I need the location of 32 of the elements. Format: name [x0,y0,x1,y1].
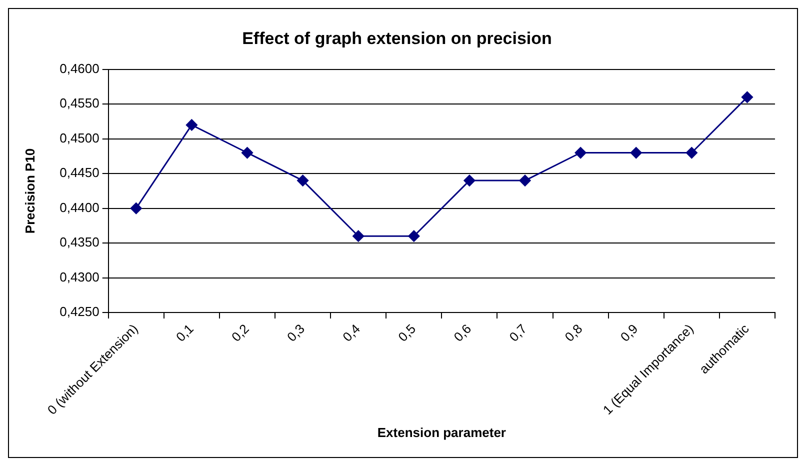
y-tick-label: 0,4350 [60,234,100,250]
point [186,119,198,131]
x-tick-label: 0,2 [228,321,252,344]
chart-title: Effect of graph extension on precision [242,28,552,48]
y-tick-label: 0,4300 [60,269,100,284]
point [408,230,420,242]
point [741,91,753,103]
point [352,230,364,242]
x-tick-label: 0,1 [172,321,196,344]
point [130,202,142,214]
x-tick-label: 0,5 [395,321,419,344]
x-tick-label: 0,3 [284,321,308,344]
x-tick-label: 0,7 [506,321,530,344]
x-tick-label: 0,8 [562,321,586,344]
x-axis-title: Extension parameter [377,424,506,440]
x-tick-label: 0,9 [617,321,641,344]
y-tick-label: 0,4450 [60,165,100,180]
y-tick-label: 0,4600 [60,60,100,76]
point [686,147,698,159]
y-tick-label: 0,4500 [60,130,100,146]
x-tick-label: 0,6 [450,321,474,344]
point [630,147,642,159]
y-tick-label: 0,4250 [60,304,100,320]
point [297,174,309,186]
y-axis-title: Precision P10 [22,148,38,234]
point [574,147,586,159]
y-tick-label: 0,4550 [60,96,100,111]
y-tick-label: 0,4400 [60,200,100,215]
point [519,174,531,186]
point [464,174,476,186]
point [241,147,253,159]
x-tick-label: 0,4 [340,321,364,344]
